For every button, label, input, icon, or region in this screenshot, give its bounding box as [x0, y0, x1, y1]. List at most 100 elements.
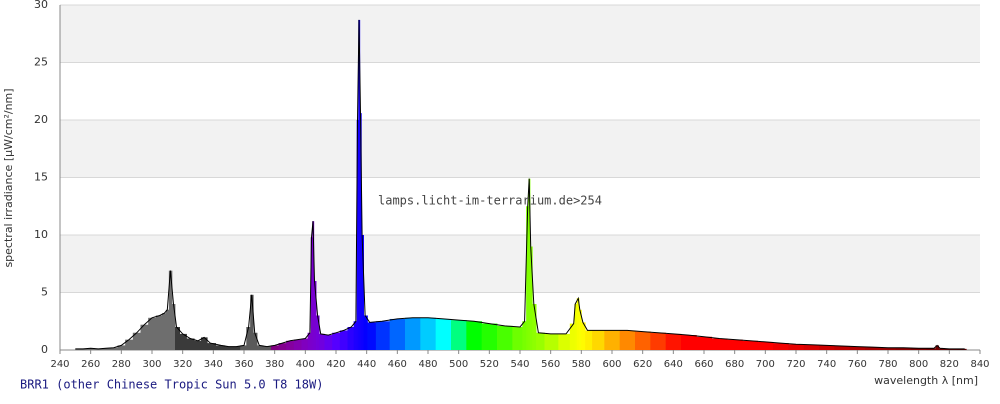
spectrum-strip	[347, 327, 355, 350]
spectrum-strip	[361, 235, 364, 350]
x-tick-label: 580	[572, 359, 591, 370]
spectrum-strip	[186, 338, 195, 350]
x-tick-label: 420	[326, 359, 345, 370]
x-tick-label: 460	[388, 359, 407, 370]
spectrum-strip	[324, 335, 333, 350]
y-axis-label: spectral irradiance [µW/cm²/nm]	[2, 88, 15, 267]
spectrum-strip	[253, 332, 258, 350]
x-tick-label: 260	[81, 359, 100, 370]
spectrum-strip	[834, 345, 851, 350]
spectrum-strip	[389, 318, 406, 350]
spectrum-strip	[819, 345, 835, 350]
x-tick-label: 760	[848, 359, 867, 370]
spectrum-strip	[307, 332, 312, 350]
spectrum-strip	[532, 304, 537, 350]
x-tick-label: 320	[173, 359, 192, 370]
spectrum-strip	[528, 178, 531, 350]
spectrum-strip	[880, 347, 897, 350]
spectrum-strip	[536, 332, 545, 350]
spectrum-strip	[240, 345, 247, 350]
spectrum-strip	[246, 327, 251, 350]
spectrum-strip	[681, 335, 697, 350]
spectrum-strip	[576, 298, 580, 350]
spectrum-strip	[944, 348, 958, 350]
spectrum-strip	[257, 345, 264, 350]
spectrum-strip	[696, 336, 713, 350]
spectrum-strip	[569, 323, 575, 350]
grid-band	[60, 235, 980, 293]
spectrum-strip	[263, 346, 272, 350]
x-tick-label: 720	[786, 359, 805, 370]
spectrum-strip	[79, 348, 88, 350]
spectrum-strip	[579, 309, 582, 350]
spectrum-strip	[179, 333, 187, 350]
spectrum-strip	[367, 322, 377, 350]
spectrum-strip	[270, 345, 279, 350]
spectrum-strip	[102, 348, 111, 350]
x-tick-label: 380	[265, 359, 284, 370]
spectrum-strip	[175, 327, 180, 350]
x-tick-label: 680	[725, 359, 744, 370]
spectrum-strip	[803, 344, 820, 350]
spectrum-strip	[339, 330, 348, 350]
spectrum-strip	[788, 344, 805, 350]
x-tick-label: 840	[970, 359, 989, 370]
spectrum-strip	[312, 221, 315, 350]
y-tick-label: 5	[41, 286, 48, 299]
spectrum-strip	[278, 343, 287, 350]
caption: BRR1 (other Chinese Tropic Sun 5.0 T8 18…	[20, 378, 323, 392]
spectrum-strip	[201, 337, 208, 350]
y-tick-label: 0	[41, 343, 48, 356]
spectrum-strip	[497, 325, 513, 350]
spectrum-strip	[585, 330, 593, 350]
spectrum-strip	[420, 317, 437, 350]
spectrum-strip	[742, 340, 759, 350]
grid-band	[60, 120, 980, 178]
spectrum-strip	[650, 332, 667, 350]
spectrum-strip	[938, 348, 946, 350]
spectrum-strip	[319, 333, 325, 350]
spectrum-strip	[125, 339, 134, 350]
x-tick-label: 300	[142, 359, 161, 370]
spectrum-strip	[94, 348, 103, 350]
spectrum-strip	[165, 309, 170, 350]
spectrum-strip	[132, 332, 141, 350]
x-tick-label: 740	[817, 359, 836, 370]
spectrum-outline	[75, 19, 965, 350]
spectrum-strip	[363, 315, 368, 350]
spectrum-strip	[375, 321, 391, 350]
spectrum-strip	[224, 346, 233, 350]
spectrum-strip	[544, 333, 559, 350]
x-tick-label: 480	[418, 359, 437, 370]
y-tick-label: 20	[34, 113, 48, 126]
spectrum-strip	[466, 321, 483, 350]
spectrum-strip	[757, 341, 774, 350]
spectrum-strip	[773, 343, 789, 350]
spectrum-strip	[529, 246, 533, 350]
spectrum-strip	[895, 347, 912, 350]
spectrum-strip	[316, 315, 320, 350]
spectrum-strip	[301, 338, 309, 350]
spectrum-strip	[935, 345, 939, 350]
x-tick-label: 240	[50, 359, 69, 370]
spectrum-strip	[635, 331, 651, 350]
spectrum-strip	[558, 333, 571, 350]
watermark: lamps.licht-im-terrarium.de>254	[378, 194, 602, 208]
spectrum-strip	[75, 348, 80, 350]
x-tick-label: 800	[909, 359, 928, 370]
x-tick-label: 640	[664, 359, 683, 370]
spectrum-strip	[109, 347, 118, 350]
spectrum-strip	[435, 318, 452, 350]
spectrum-strip	[155, 315, 163, 350]
x-tick-label: 700	[756, 359, 775, 370]
spectrum-strip	[86, 348, 95, 350]
x-tick-label: 280	[112, 359, 131, 370]
spectrum-strip	[574, 304, 578, 350]
spectrum-strip	[711, 338, 728, 350]
spectrum-strip	[358, 19, 361, 350]
spectrum-strip	[332, 332, 341, 350]
x-tick-label: 560	[541, 359, 560, 370]
x-tick-label: 500	[449, 359, 468, 370]
spectrum-strip	[171, 304, 176, 350]
